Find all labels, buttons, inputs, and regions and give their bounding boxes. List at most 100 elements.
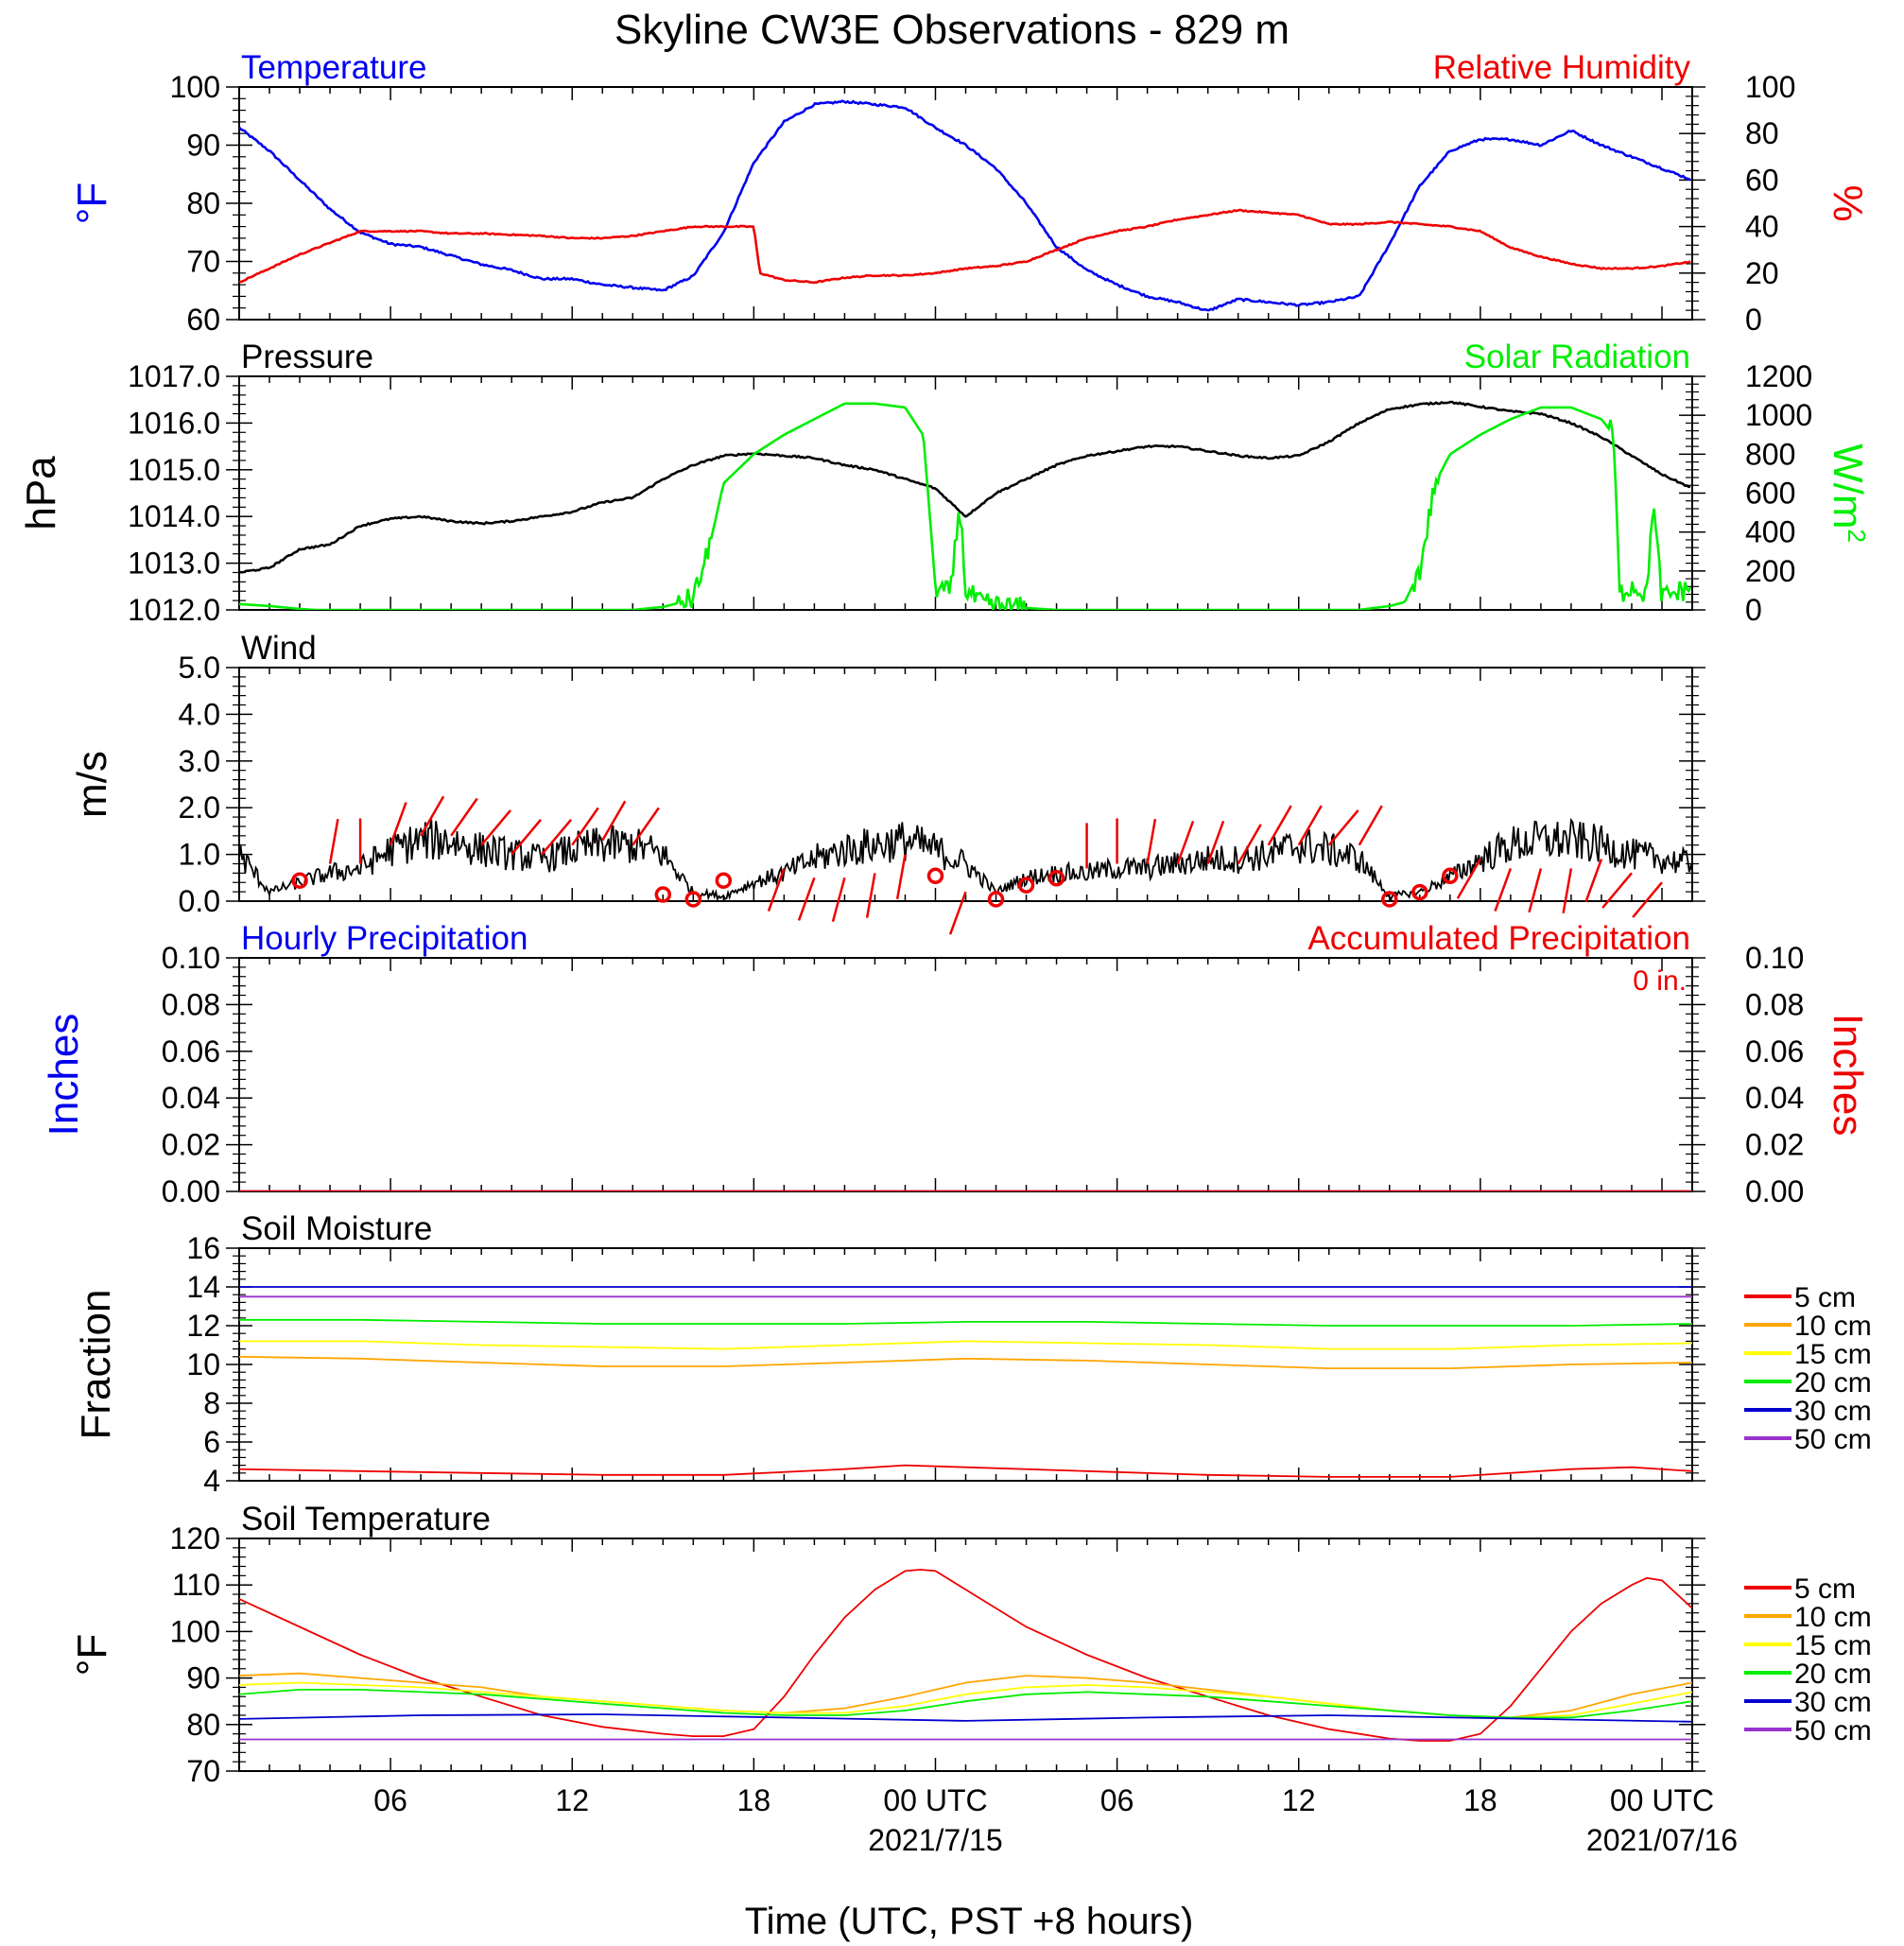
y-tick-label-right: 400 — [1745, 515, 1795, 549]
y-tick-label-left: 110 — [172, 1568, 220, 1602]
y-axis-label-right: Inches — [1825, 1014, 1871, 1137]
wind-barb — [865, 873, 876, 918]
wind-barb — [1267, 805, 1292, 846]
y-tick-label-right: 200 — [1745, 554, 1795, 588]
panel-precipitation: 0.00 0.02 0.04 0.06 0.08 0.10 0.00 0.02 0.04 0.06… — [41, 920, 1871, 1208]
y-tick-label-right: 1000 — [1745, 398, 1812, 432]
calm-wind-circle — [926, 867, 944, 885]
wind-barb — [895, 854, 907, 900]
legend-label: 10 cm — [1794, 1311, 1872, 1342]
wind-barb — [1327, 809, 1359, 846]
wind-barb — [1494, 867, 1513, 912]
wind-barb — [1601, 872, 1633, 909]
wind-barb — [601, 800, 627, 842]
x-axis-label: Time (UTC, PST +8 hours) — [745, 1901, 1194, 1942]
panel-title-left: Soil Temperature — [241, 1501, 491, 1538]
panel-title-right: Relative Humidity — [1433, 49, 1691, 86]
x-tick-label: 00 UTC — [1610, 1783, 1714, 1817]
wind-barb — [1632, 881, 1663, 918]
calm-wind-circle — [1442, 867, 1459, 885]
panel-frame — [238, 375, 1693, 611]
y-tick-label-left: 1016.0 — [128, 406, 220, 440]
series-line-15-cm — [239, 1681, 1692, 1719]
panel-pressure: 1012.0 1013.0 1014.0 1015.0 1016.0 1017.0 0 200… — [18, 339, 1871, 627]
y-tick-label-right: 0 — [1745, 303, 1762, 337]
y-tick-label-left: 100 — [170, 1614, 220, 1648]
panel-title-left: Wind — [241, 630, 317, 667]
y-tick-label-right: 40 — [1745, 210, 1779, 244]
legend-label: 20 cm — [1794, 1659, 1872, 1690]
x-tick-label: 06 — [1100, 1783, 1134, 1817]
accumulated-annotation: 0 in. — [1633, 965, 1687, 997]
y-axis-label-left: hPa — [18, 456, 64, 530]
series-line-temperature — [239, 99, 1691, 312]
y-tick-label-left: 70 — [186, 1754, 220, 1788]
y-tick-label-left: 0.04 — [162, 1081, 220, 1115]
y-tick-label-left: 0.00 — [162, 1174, 220, 1208]
panel-wind: 0.0 1.0 2.0 3.0 4.0 5.0 Wind m/s — [69, 630, 1705, 935]
calm-wind-circle — [291, 872, 308, 889]
y-axis-label-superscript: 2 — [1843, 529, 1871, 542]
panel-frame — [238, 1247, 1693, 1482]
y-tick-label-left: 14 — [186, 1270, 220, 1304]
y-tick-label-right: 0.06 — [1745, 1034, 1804, 1069]
x-tick-label: 12 — [555, 1783, 589, 1817]
legend-label: 15 cm — [1794, 1630, 1872, 1661]
y-tick-label-right: 100 — [1745, 70, 1795, 104]
wind-barb — [831, 877, 846, 922]
panel-title-left: Soil Moisture — [241, 1210, 432, 1247]
y-tick-label-right: 0 — [1745, 593, 1762, 627]
y-tick-label-left: 0.08 — [162, 987, 220, 1021]
panel-soil_temperature: 70 80 90 100 110 120 Soil Temperature °F 5 cm10 … — [69, 1501, 1872, 1788]
x-axis: 06 12 18 00 UTC 2021/7/15 06 12 18 00 UTC 2021/07… — [373, 1783, 1738, 1857]
wind-barb — [767, 867, 786, 912]
y-tick-label-right: 0.04 — [1745, 1081, 1804, 1115]
x-tick-date-label: 2021/07/16 — [1586, 1823, 1738, 1857]
x-tick-label: 06 — [373, 1783, 407, 1817]
y-axis-label-right: W/m2 — [1825, 443, 1871, 543]
wind-barb — [1528, 868, 1543, 913]
calm-wind-circle — [987, 891, 1005, 908]
panel-title-left: Hourly Precipitation — [241, 920, 528, 957]
y-tick-label-left: 0.10 — [162, 941, 220, 975]
x-tick-label: 18 — [737, 1783, 771, 1817]
wind-barb — [1237, 824, 1262, 865]
chart-title: Skyline CW3E Observations - 829 m — [614, 7, 1290, 53]
panel-frame — [238, 1538, 1693, 1772]
y-tick-label-left: 12 — [186, 1309, 220, 1343]
wind-barb — [511, 819, 542, 856]
y-tick-label-right: 600 — [1745, 477, 1795, 511]
wind-barb — [1456, 858, 1481, 899]
series-line-10-cm — [239, 1672, 1692, 1719]
series-line-15-cm — [239, 1340, 1692, 1350]
calm-wind-circle — [1381, 891, 1398, 908]
calm-wind-circle — [715, 872, 733, 889]
series-line-solar-radiation — [239, 402, 1692, 610]
legend-label: 20 cm — [1794, 1367, 1872, 1399]
x-tick-date-label: 2021/7/15 — [868, 1823, 1002, 1857]
y-axis-label-left: m/s — [69, 751, 115, 818]
y-tick-label-left: 1015.0 — [128, 453, 220, 487]
x-tick-label: 00 UTC — [883, 1783, 987, 1817]
series-line-wind-speed — [239, 817, 1692, 901]
y-tick-label-right: 0.10 — [1745, 941, 1804, 975]
wind-barb — [1562, 868, 1573, 913]
legend-label: 5 cm — [1794, 1573, 1856, 1605]
y-tick-label-left: 0.02 — [162, 1128, 220, 1162]
y-tick-label-left: 70 — [186, 245, 220, 279]
wind-barb — [1297, 805, 1323, 846]
y-tick-label-left: 0.0 — [179, 884, 220, 918]
y-tick-label-right: 0.00 — [1745, 1174, 1804, 1208]
wind-barb — [480, 809, 511, 846]
panel-title-right: Solar Radiation — [1464, 339, 1690, 375]
panel-frame — [238, 957, 1693, 1192]
y-tick-label-left: 60 — [186, 303, 220, 337]
wind-barb — [328, 818, 339, 864]
series-line-20-cm — [239, 1318, 1692, 1327]
legend-label: 50 cm — [1794, 1715, 1872, 1746]
y-tick-label-left: 4.0 — [179, 697, 220, 731]
y-tick-label-right: 60 — [1745, 163, 1779, 197]
y-axis-label-left: Fraction — [73, 1290, 119, 1440]
y-tick-label-left: 1013.0 — [128, 547, 220, 581]
